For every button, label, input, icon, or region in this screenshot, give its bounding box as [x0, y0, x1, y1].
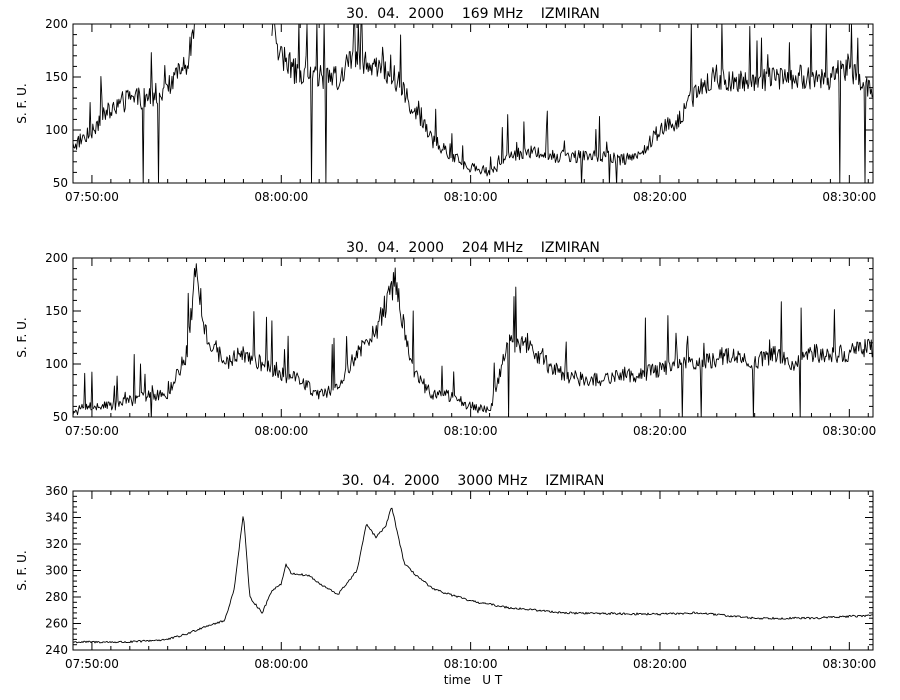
x-tick-label: 08:00:00 — [254, 657, 308, 671]
chart-title: 30. 04. 2000 204 MHz IZMIRAN — [346, 240, 600, 256]
y-tick-label: 360 — [45, 484, 68, 498]
chart-panel-2: 30. 04. 2000 204 MHz IZMIRAN 07:50:00 08:0… — [15, 240, 876, 438]
y-tick-label: 200 — [45, 17, 68, 31]
x-tick-label: 08:10:00 — [444, 657, 498, 671]
y-tick-label: 50 — [53, 410, 68, 424]
y-tick-label: 260 — [45, 617, 68, 631]
flux-series-line — [73, 507, 873, 644]
x-tick-label: 07:50:00 — [65, 657, 119, 671]
x-tick-label: 08:10:00 — [444, 190, 498, 204]
plot-frame — [72, 257, 874, 418]
flux-series-line — [73, 263, 873, 417]
x-tick-label: 07:50:00 — [65, 190, 119, 204]
x-tick-label: 07:50:00 — [65, 424, 119, 438]
y-tick-label: 150 — [45, 70, 68, 84]
y-axis-label: S. F. U. — [15, 550, 29, 590]
x-tick-label: 08:30:00 — [822, 424, 876, 438]
x-axis-label: time U T — [444, 673, 503, 687]
x-tick-label: 08:00:00 — [254, 190, 308, 204]
plot-frame — [72, 23, 874, 184]
y-tick-label: 280 — [45, 590, 68, 604]
flux-series-line — [73, 24, 873, 183]
y-tick-label: 150 — [45, 304, 68, 318]
y-tick-label: 240 — [45, 643, 68, 657]
plot-frame — [72, 490, 874, 651]
y-tick-label: 50 — [53, 176, 68, 190]
y-tick-label: 340 — [45, 511, 68, 525]
y-axis-label: S. F. U. — [15, 317, 29, 357]
chart-title: 30. 04. 2000 3000 MHz IZMIRAN — [342, 473, 605, 489]
x-tick-label: 08:30:00 — [822, 190, 876, 204]
x-tick-label: 08:20:00 — [633, 424, 687, 438]
x-tick-label: 08:00:00 — [254, 424, 308, 438]
x-tick-label: 08:10:00 — [444, 424, 498, 438]
y-tick-label: 300 — [45, 564, 68, 578]
y-axis-label: S. F. U. — [15, 83, 29, 123]
y-tick-label: 100 — [45, 123, 68, 137]
x-tick-label: 08:30:00 — [822, 657, 876, 671]
y-tick-label: 100 — [45, 357, 68, 371]
chart-panel-3: 30. 04. 2000 3000 MHz IZMIRAN 07:50:00 08:… — [15, 473, 876, 687]
chart-panel-1: 30. 04. 2000 169 MHz IZMIRAN 07:50:00 08:0… — [15, 6, 876, 204]
chart-title: 30. 04. 2000 169 MHz IZMIRAN — [346, 6, 600, 22]
y-tick-label: 320 — [45, 537, 68, 551]
y-tick-label: 200 — [45, 251, 68, 265]
x-tick-label: 08:20:00 — [633, 657, 687, 671]
x-tick-label: 08:20:00 — [633, 190, 687, 204]
